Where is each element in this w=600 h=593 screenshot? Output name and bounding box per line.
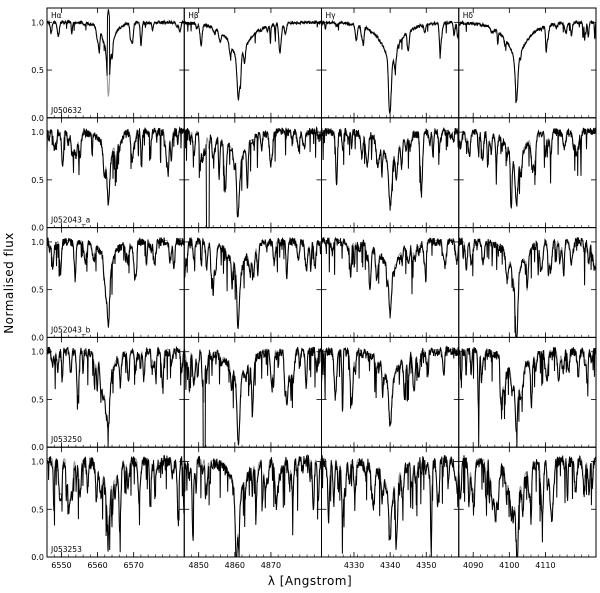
y-tick-label: 0.5: [31, 286, 44, 295]
x-tick-label: 4870: [261, 561, 281, 570]
panel-J052043_b-Hα: J052043_b 0.0 0.5 1.0: [31, 227, 185, 342]
panel-J050632-Hδ: Hδ: [458, 7, 597, 119]
panel-J050632-Hβ: Hβ: [183, 7, 322, 119]
series-model-J052043_b-Hβ: [183, 240, 322, 328]
series-observed-J050632-Hγ: [321, 19, 460, 115]
series-model-J050632-Hδ: [458, 21, 597, 101]
series-observed-J052043_a-Hδ: [458, 127, 597, 210]
line-label-Hδ: Hδ: [463, 11, 474, 20]
panel-J053250-Hα: J053250 0.0 0.5 1.0: [31, 336, 185, 452]
y-tick-label: 0.0: [31, 443, 44, 452]
series-observed-J050632-Hδ: [458, 19, 597, 104]
series-observed-J053250-Hδ: [458, 346, 597, 448]
panel-grid: Hα J050632 0.0 0.5 1.0 Hβ Hγ Hδ J052043_a 0.0 0.5 1…: [31, 7, 597, 570]
series-observed-J053253-Hβ: [183, 453, 322, 558]
star-label-J053250: J053250: [50, 435, 82, 444]
series-observed-J053250-Hγ: [321, 345, 460, 427]
series-observed-J050632-Hα: [46, 9, 185, 76]
y-tick-label: 0.5: [31, 505, 44, 514]
series-observed-J052043_b-Hβ: [183, 237, 322, 329]
series-observed-J053250-Hα: [46, 346, 185, 448]
x-tick-label: 4860: [225, 561, 245, 570]
panel-J053253-Hδ: 4090 4100 4110: [458, 446, 597, 570]
panel-J053250-Hβ: [183, 336, 322, 448]
series-observed-J050632-Hβ: [183, 20, 322, 102]
x-tick-label: 4110: [535, 561, 555, 570]
line-label-Hα: Hα: [51, 11, 62, 20]
series-observed-J053253-Hα: [46, 454, 185, 553]
panel-J052043_a-Hγ: [321, 117, 460, 229]
panel-J050632-Hγ: Hγ: [321, 7, 460, 119]
x-tick-label: 6560: [87, 561, 107, 570]
panel-J053253-Hγ: 4330 4340 4350: [321, 446, 460, 570]
panel-J053253-Hβ: 4850 4860 4870: [183, 446, 322, 570]
y-tick-label: 0.5: [31, 395, 44, 404]
series-observed-J052043_a-Hγ: [321, 126, 460, 211]
panel-frame: [458, 446, 597, 558]
star-label-J052043_a: J052043_a: [50, 216, 90, 225]
series-observed-J052043_a-Hα: [46, 126, 185, 206]
y-tick-label: 0.0: [31, 333, 44, 342]
x-tick-label: 6570: [124, 561, 144, 570]
panel-J052043_a-Hβ: [183, 117, 322, 229]
y-tick-label: 1.0: [31, 348, 44, 357]
y-axis-title: Normalised flux: [2, 232, 16, 334]
series-observed-J053253-Hγ: [321, 455, 460, 558]
y-tick-label: 0.0: [31, 553, 44, 562]
panel-J052043_a-Hα: J052043_a 0.0 0.5 1.0: [31, 117, 185, 233]
x-axis-title: λ [Angstrom]: [268, 574, 352, 588]
y-tick-label: 1.0: [31, 458, 44, 467]
y-tick-label: 0.0: [31, 114, 44, 123]
panel-frame: [458, 117, 597, 229]
series-observed-J052043_b-Hδ: [458, 237, 597, 338]
panel-J052043_b-Hδ: [458, 227, 597, 338]
y-tick-label: 0.5: [31, 176, 44, 185]
x-tick-label: 4100: [499, 561, 519, 570]
panel-J053250-Hγ: [320, 336, 460, 448]
star-label-J050632: J050632: [50, 106, 82, 115]
line-label-Hγ: Hγ: [326, 11, 337, 20]
panel-J052043_a-Hδ: [458, 117, 597, 229]
y-tick-label: 0.5: [31, 66, 44, 75]
y-tick-label: 1.0: [31, 128, 44, 137]
panel-J052043_b-Hβ: [183, 227, 322, 338]
x-tick-label: 4850: [189, 561, 209, 570]
panel-J053250-Hδ: [458, 336, 597, 448]
panel-J050632-Hα: Hα J050632 0.0 0.5 1.0: [31, 7, 185, 123]
y-tick-label: 1.0: [31, 18, 44, 27]
x-tick-label: 4350: [416, 561, 436, 570]
x-tick-label: 4330: [344, 561, 364, 570]
panel-J052043_b-Hγ: [321, 227, 460, 338]
series-observed-J052043_a-Hβ: [183, 125, 322, 229]
y-tick-label: 1.0: [31, 238, 44, 247]
series-model-J050632-Hβ: [184, 21, 322, 101]
star-label-J053253: J053253: [50, 545, 82, 554]
x-tick-label: 6550: [51, 561, 71, 570]
panel-J053253-Hα: J053253 0.0 0.5 1.0 6550 6560 6570: [31, 446, 185, 570]
series-model-J050632-Hγ: [321, 21, 460, 115]
series-observed-J052043_b-Hα: [46, 237, 185, 328]
line-label-Hβ: Hβ: [188, 11, 199, 20]
series-model-J052043_b-Hδ: [458, 239, 597, 338]
star-label-J052043_b: J052043_b: [50, 325, 91, 334]
series-observed-J052043_b-Hγ: [321, 236, 460, 319]
series-observed-J053250-Hβ: [183, 346, 322, 448]
x-tick-label: 4340: [380, 561, 400, 570]
y-tick-label: 0.0: [31, 224, 44, 233]
x-tick-label: 4090: [463, 561, 483, 570]
panel-frame: [46, 336, 185, 448]
series-observed-J053253-Hδ: [458, 455, 597, 558]
